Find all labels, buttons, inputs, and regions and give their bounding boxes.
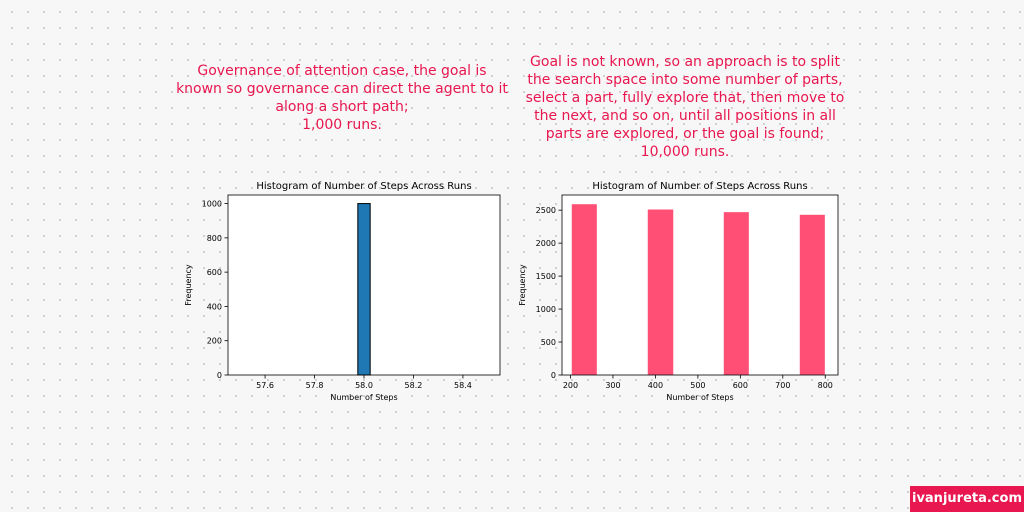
caption-line: 10,000 runs.	[640, 144, 730, 160]
x-tick-label: 58.2	[405, 381, 423, 390]
histogram-bar	[647, 209, 674, 375]
y-tick-label: 800	[207, 234, 222, 243]
y-tick-label: 2000	[536, 239, 556, 248]
x-tick-label: 500	[690, 381, 705, 390]
x-tick-label: 800	[818, 381, 833, 390]
x-tick-label: 600	[733, 381, 748, 390]
chart-title: Histogram of Number of Steps Across Runs	[256, 181, 471, 192]
y-tick-label: 0	[551, 371, 556, 380]
caption-line: parts are explored, or the goal is found…	[545, 126, 825, 142]
x-axis-label: Number of Steps	[666, 393, 733, 402]
caption-line: the next, and so on, until all positions…	[534, 108, 836, 124]
x-tick-label: 300	[605, 381, 620, 390]
caption-line: 1,000 runs.	[302, 117, 382, 133]
x-tick-label: 58.4	[454, 381, 472, 390]
x-tick-label: 58.0	[355, 381, 373, 390]
y-tick-label: 1000	[202, 200, 222, 209]
site-badge[interactable]: ivanjureta.com	[910, 486, 1024, 512]
histogram-right: 200 300 400 500 600 700 800 0 500 1000 1500 2000 250…	[515, 176, 855, 406]
y-tick-label: 2500	[536, 206, 556, 215]
caption-line: known so governance can direct the agent…	[176, 81, 508, 97]
y-tick-label: 1000	[536, 305, 556, 314]
x-axis-label: Number of Steps	[330, 393, 397, 402]
histogram-bar	[723, 212, 749, 375]
caption-line: along a short path;	[275, 99, 409, 115]
caption-unknown-goal-case: Goal is not known, so an approach is to …	[515, 53, 855, 161]
x-tick-label: 700	[775, 381, 790, 390]
histogram-bar	[571, 204, 597, 375]
caption-line: the search space into some number of par…	[527, 72, 843, 88]
x-tick-label: 200	[563, 381, 578, 390]
histogram-bar	[357, 203, 371, 376]
x-tick-label: 57.6	[256, 381, 274, 390]
y-tick-label: 500	[541, 338, 556, 347]
y-tick-label: 400	[207, 302, 222, 311]
caption-governance-case: Governance of attention case, the goal i…	[172, 62, 512, 134]
y-tick-label: 1500	[536, 272, 556, 281]
caption-line: Governance of attention case, the goal i…	[197, 63, 487, 79]
y-axis-label: Frequency	[184, 264, 193, 306]
y-tick-label: 0	[217, 371, 222, 380]
histogram-left: 57.6 57.8 58.0 58.2 58.4 0 200 400 600 800 1000 His…	[176, 176, 516, 406]
x-tick-label: 57.8	[306, 381, 324, 390]
y-axis-label: Frequency	[518, 264, 527, 306]
histogram-left-svg: 57.6 57.8 58.0 58.2 58.4 0 200 400 600 800 1000 His…	[184, 181, 501, 402]
chart-title: Histogram of Number of Steps Across Runs	[592, 181, 807, 192]
caption-line: Goal is not known, so an approach is to …	[530, 54, 840, 70]
y-tick-label: 200	[207, 337, 222, 346]
histogram-bar	[799, 214, 825, 375]
plot-frame	[561, 194, 839, 376]
histogram-right-svg: 200 300 400 500 600 700 800 0 500 1000 1500 2000 250…	[518, 181, 839, 402]
y-tick-label: 600	[207, 268, 222, 277]
caption-line: select a part, fully explore that, then …	[525, 90, 845, 106]
x-tick-label: 400	[648, 381, 663, 390]
plot-area	[562, 195, 838, 375]
